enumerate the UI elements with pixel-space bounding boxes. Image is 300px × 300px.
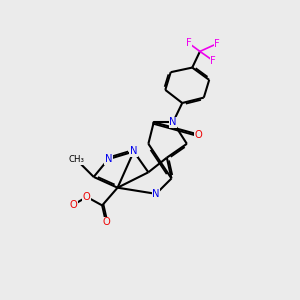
Text: O: O [70, 200, 77, 210]
Text: N: N [105, 154, 112, 164]
Text: N: N [169, 117, 177, 127]
Text: O: O [102, 217, 110, 227]
Text: N: N [130, 146, 137, 157]
Text: N: N [152, 189, 160, 199]
Text: F: F [214, 39, 220, 49]
Text: O: O [83, 192, 91, 202]
Text: F: F [185, 38, 191, 48]
Text: CH₃: CH₃ [69, 155, 85, 164]
Text: F: F [210, 56, 216, 66]
Text: O: O [194, 130, 202, 140]
